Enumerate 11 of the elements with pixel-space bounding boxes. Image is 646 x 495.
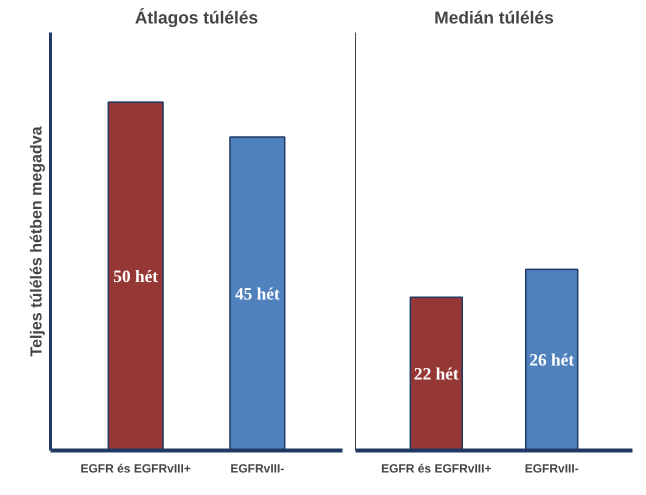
x-tick-label: EGFR és EGFRvIII+ (381, 462, 492, 476)
data-label: 45 hét (234, 284, 280, 304)
data-label: 22 hét (414, 364, 459, 384)
data-label: 50 hét (113, 266, 158, 286)
x-tick-label: EGFRvIII- (230, 462, 284, 476)
chart-title: Átlagos túlélés (134, 8, 258, 28)
y-axis-title: Teljes túlélés hétben megadva (28, 126, 46, 357)
data-label: 26 hét (529, 350, 574, 370)
chart-title: Medián túlélés (434, 8, 554, 28)
x-tick-label: EGFR és EGFRvIII+ (80, 462, 191, 476)
x-tick-label: EGFRvIII- (524, 462, 579, 476)
